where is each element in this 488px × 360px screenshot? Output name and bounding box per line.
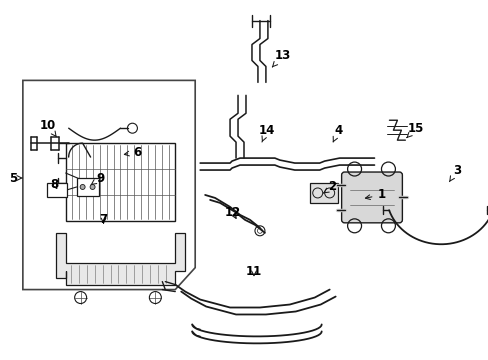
Text: 4: 4 <box>332 124 342 142</box>
Text: 1: 1 <box>365 188 385 202</box>
Polygon shape <box>56 233 185 285</box>
Bar <box>47 183 66 197</box>
Text: 12: 12 <box>224 206 241 219</box>
Text: 8: 8 <box>50 179 59 192</box>
Text: 13: 13 <box>272 49 290 67</box>
Text: 2: 2 <box>323 180 336 193</box>
Text: 5: 5 <box>9 171 22 185</box>
Bar <box>309 183 337 203</box>
Text: 11: 11 <box>245 265 262 278</box>
FancyBboxPatch shape <box>341 172 402 223</box>
Text: 15: 15 <box>406 122 424 138</box>
Text: 6: 6 <box>124 145 141 159</box>
Text: 10: 10 <box>40 119 56 137</box>
Bar <box>65 143 175 221</box>
Circle shape <box>80 184 85 189</box>
Bar <box>77 178 99 196</box>
Circle shape <box>90 184 95 189</box>
Text: 9: 9 <box>91 171 104 185</box>
Text: 14: 14 <box>258 124 275 142</box>
Text: 3: 3 <box>448 163 460 182</box>
Text: 7: 7 <box>99 213 107 226</box>
